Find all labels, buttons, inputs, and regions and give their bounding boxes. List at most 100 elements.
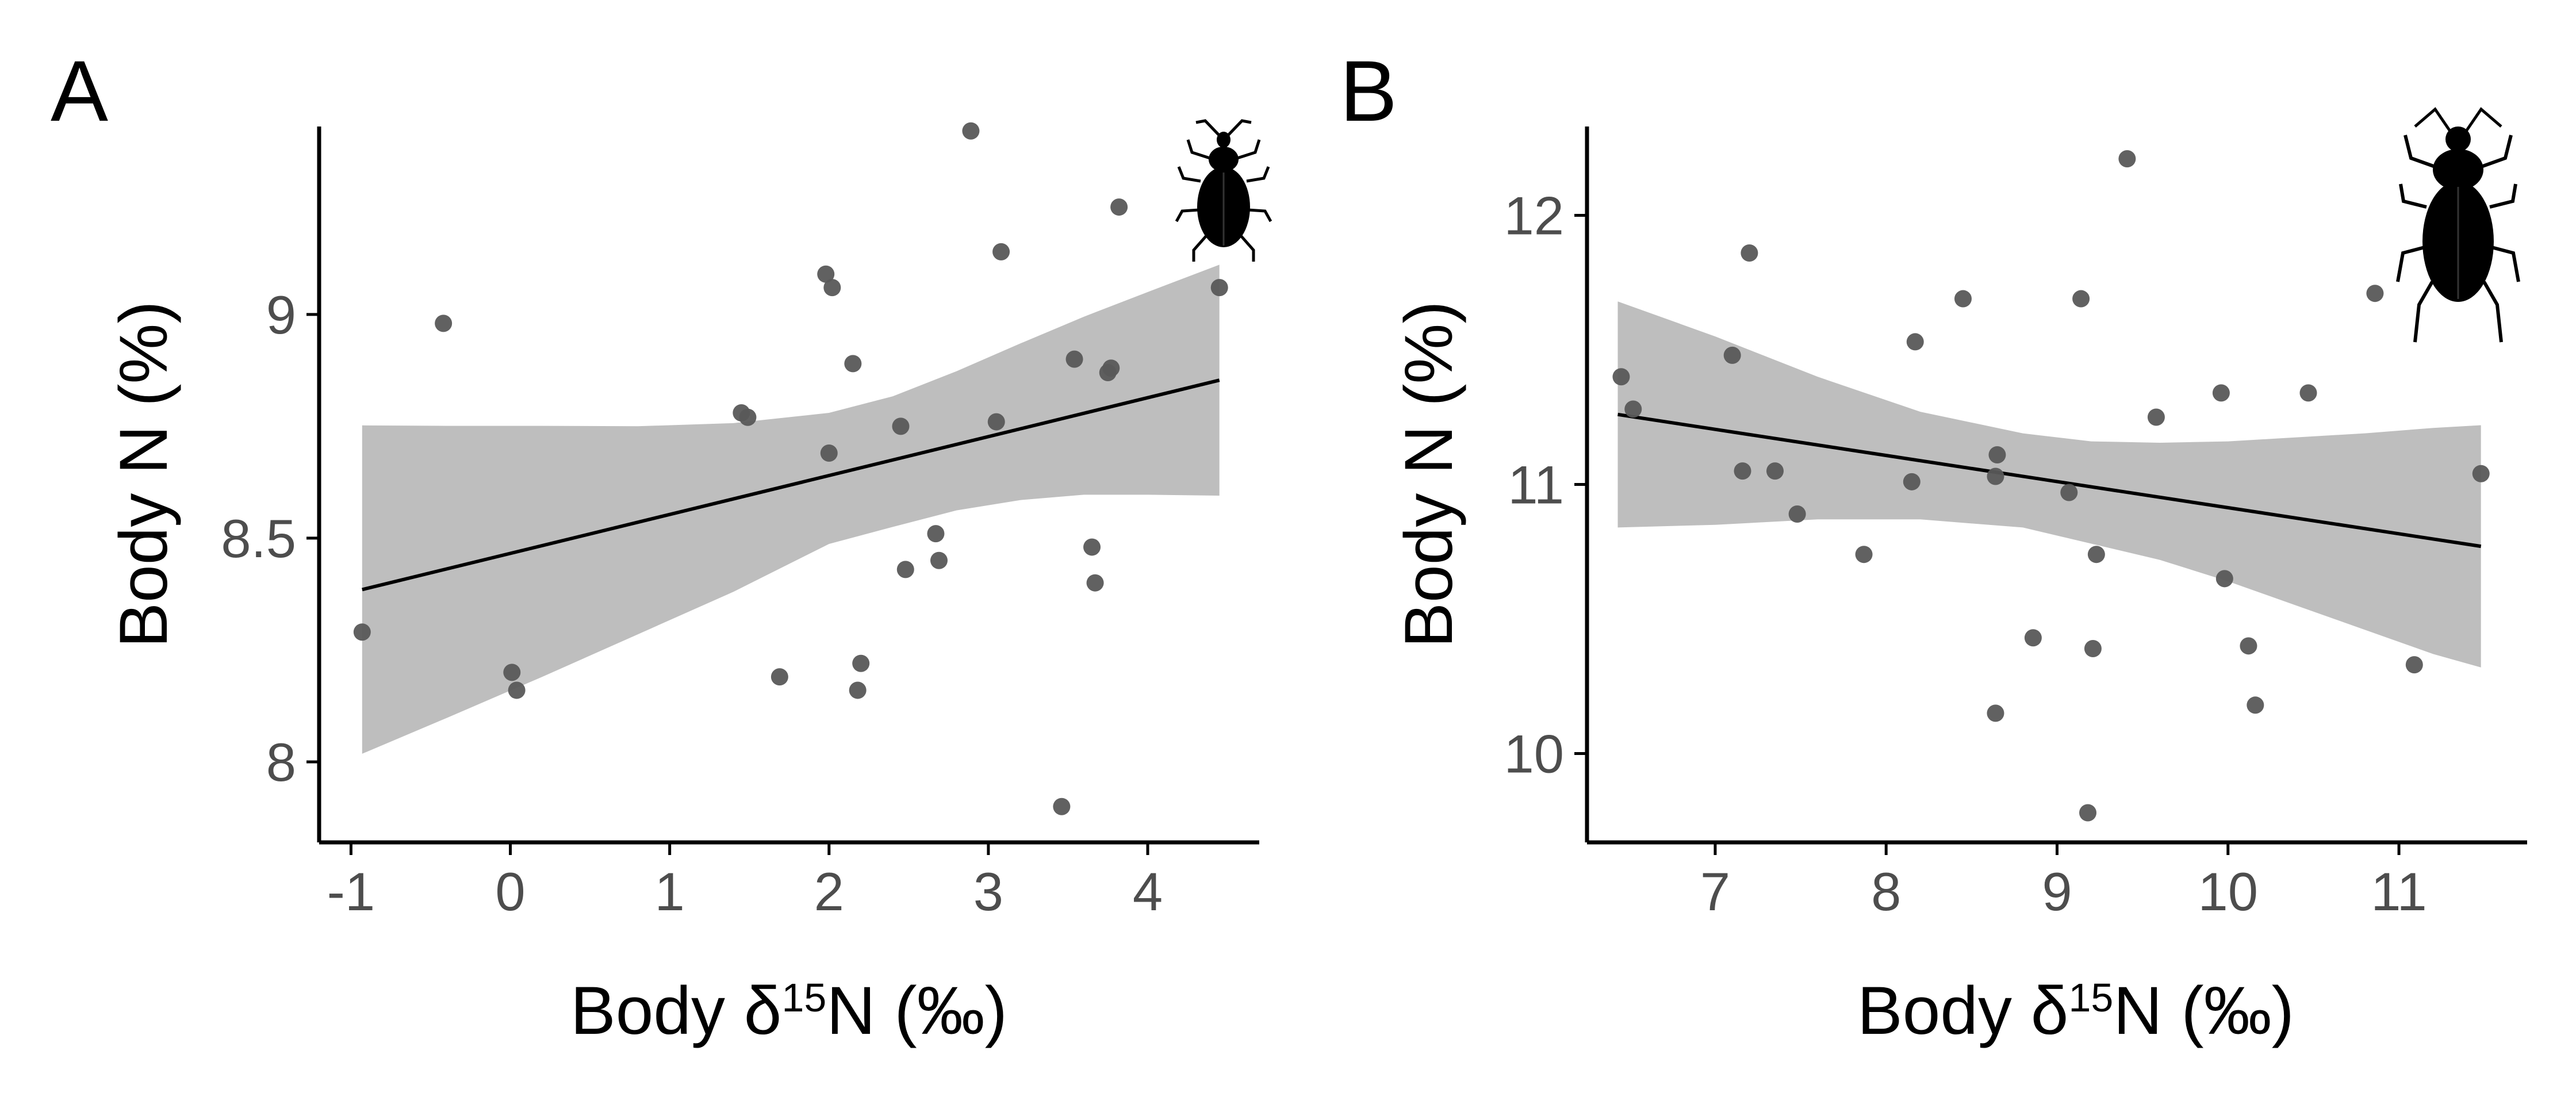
data-point bbox=[1988, 446, 2006, 464]
data-point bbox=[820, 444, 838, 462]
data-point bbox=[1065, 350, 1083, 368]
x-tick-label: 3 bbox=[973, 861, 1003, 922]
confidence-band-layer bbox=[362, 264, 1220, 754]
data-point bbox=[2247, 696, 2264, 714]
x-axis-title-suffix: N (‰) bbox=[2113, 973, 2294, 1049]
data-point bbox=[1083, 538, 1101, 556]
data-point bbox=[1987, 704, 2004, 722]
ticks-layer: 7 8 9 10 11 10 11 12 bbox=[1504, 185, 2426, 922]
x-axis-title-suffix: N (‰) bbox=[826, 973, 1007, 1049]
x-axis-title-prefix: Body δ bbox=[1857, 973, 2068, 1049]
points-layer bbox=[353, 122, 1228, 815]
data-point bbox=[892, 417, 910, 435]
data-point bbox=[2472, 465, 2490, 482]
x-tick-label: 2 bbox=[814, 861, 844, 922]
data-point bbox=[1086, 574, 1104, 592]
data-point bbox=[2405, 656, 2423, 674]
data-point bbox=[1766, 462, 1784, 480]
panel-b: B 7 8 9 10 11 10 11 12 Body N (%) Body δ15N (‰) bbox=[1340, 43, 2527, 1049]
points-layer bbox=[1612, 150, 2490, 822]
ground-beetle-icon bbox=[2396, 107, 2520, 343]
data-point bbox=[896, 561, 914, 578]
fit-line-layer bbox=[362, 378, 1220, 592]
data-point bbox=[1734, 462, 1751, 480]
data-point bbox=[435, 315, 453, 332]
x-tick-label: 0 bbox=[495, 861, 525, 922]
x-axis-title-superscript: 15 bbox=[781, 975, 826, 1020]
ticks-layer: -1 0 1 2 3 4 8 8.5 9 bbox=[221, 285, 1163, 922]
confidence-band-layer bbox=[1617, 301, 2481, 668]
x-axis-title-superscript: 15 bbox=[2068, 975, 2113, 1020]
x-tick-label: 9 bbox=[2042, 861, 2072, 922]
data-point bbox=[930, 551, 948, 569]
data-point bbox=[2215, 570, 2233, 588]
data-point bbox=[2299, 384, 2317, 402]
x-tick-label: 4 bbox=[1133, 861, 1163, 922]
y-tick-label: 11 bbox=[1508, 455, 1564, 515]
axes-layer bbox=[317, 126, 1259, 845]
fit-line bbox=[362, 378, 1220, 592]
y-tick-label: 10 bbox=[1504, 724, 1564, 784]
data-point bbox=[823, 279, 841, 297]
data-point bbox=[770, 668, 788, 686]
fit-line-layer bbox=[1617, 412, 2482, 549]
data-point bbox=[1741, 244, 1758, 262]
x-tick-label: 8 bbox=[1871, 861, 1901, 922]
data-point bbox=[992, 243, 1010, 260]
data-point bbox=[2118, 150, 2136, 168]
y-tick-label: 8.5 bbox=[221, 508, 296, 569]
data-point bbox=[849, 681, 867, 699]
data-point bbox=[1612, 368, 1630, 386]
confidence-band bbox=[362, 264, 1220, 754]
data-point bbox=[987, 413, 1005, 431]
data-point bbox=[852, 654, 870, 672]
data-point bbox=[2240, 637, 2257, 655]
y-axis-title: Body N (%) bbox=[106, 301, 182, 647]
x-tick-label: 1 bbox=[655, 861, 685, 922]
y-axis-title: Body N (%) bbox=[1391, 301, 1467, 647]
data-point bbox=[1987, 467, 2004, 485]
data-point bbox=[2147, 408, 2165, 426]
data-point bbox=[1053, 798, 1071, 815]
x-tick-label: 10 bbox=[2198, 861, 2258, 922]
data-point bbox=[2084, 640, 2102, 658]
x-axis-title: Body δ15N (‰) bbox=[570, 973, 1007, 1049]
y-tick-label: 8 bbox=[266, 732, 296, 792]
x-axis-title-prefix: Body δ bbox=[570, 973, 781, 1049]
data-point bbox=[508, 681, 526, 699]
data-point bbox=[1788, 505, 1806, 523]
data-point bbox=[739, 408, 757, 426]
data-point bbox=[817, 265, 835, 283]
y-tick-label: 12 bbox=[1504, 185, 1564, 246]
x-tick-label: 11 bbox=[2371, 861, 2427, 922]
data-point bbox=[1855, 546, 1873, 564]
confidence-band bbox=[1617, 301, 2481, 668]
x-tick-label: -1 bbox=[327, 861, 375, 922]
data-point bbox=[1906, 333, 1924, 351]
x-axis-title: Body δ15N (‰) bbox=[1857, 973, 2294, 1049]
data-point bbox=[2212, 384, 2230, 402]
panel-label: A bbox=[51, 43, 108, 139]
data-point bbox=[353, 623, 371, 641]
weevil-beetle-icon bbox=[1175, 119, 1272, 262]
data-point bbox=[2072, 290, 2090, 308]
data-point bbox=[2024, 629, 2042, 647]
data-point bbox=[1954, 290, 1972, 308]
data-point bbox=[1210, 279, 1228, 297]
data-point bbox=[2060, 484, 2078, 501]
data-point bbox=[1624, 400, 1642, 418]
data-point bbox=[2079, 804, 2097, 822]
data-point bbox=[1102, 359, 1120, 377]
data-point bbox=[1723, 346, 1741, 364]
y-tick-label: 9 bbox=[266, 285, 296, 345]
x-tick-label: 7 bbox=[1700, 861, 1730, 922]
data-point bbox=[2366, 285, 2384, 302]
data-point bbox=[844, 355, 862, 373]
data-point bbox=[1903, 473, 1920, 490]
fit-line bbox=[1617, 412, 2482, 549]
data-point bbox=[1110, 198, 1128, 216]
data-point bbox=[927, 525, 945, 543]
data-point bbox=[2087, 546, 2105, 564]
data-point bbox=[503, 664, 521, 681]
